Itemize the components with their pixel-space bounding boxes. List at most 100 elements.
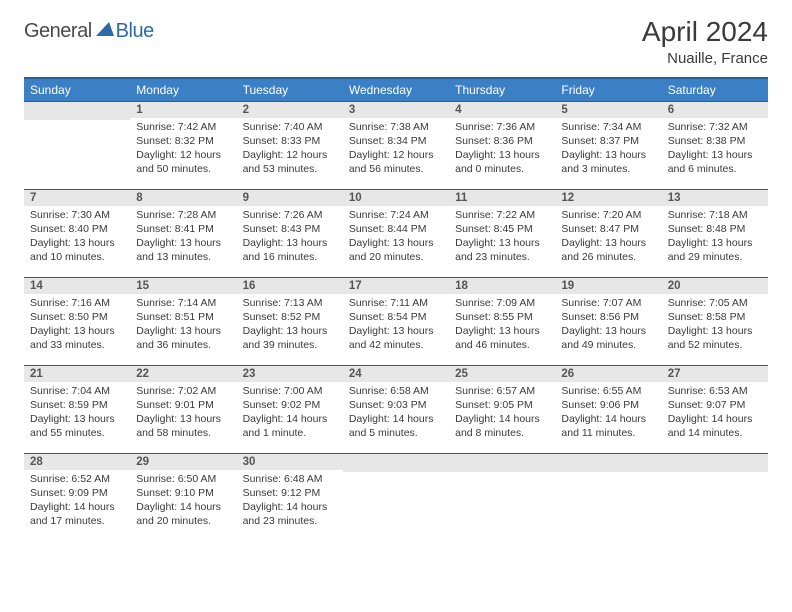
day-number: 11 (449, 190, 555, 206)
day-details: Sunrise: 6:50 AMSunset: 9:10 PMDaylight:… (130, 470, 236, 532)
day-details: Sunrise: 7:00 AMSunset: 9:02 PMDaylight:… (237, 382, 343, 444)
sunrise-text: Sunrise: 6:52 AM (30, 473, 124, 487)
calendar-cell: 1Sunrise: 7:42 AMSunset: 8:32 PMDaylight… (130, 102, 236, 190)
day-details: Sunrise: 7:18 AMSunset: 8:48 PMDaylight:… (662, 206, 768, 268)
sunset-text: Sunset: 8:44 PM (349, 223, 443, 237)
sunset-text: Sunset: 8:52 PM (243, 311, 337, 325)
daylight-text: Daylight: 14 hours and 17 minutes. (30, 501, 124, 529)
calendar-cell: 26Sunrise: 6:55 AMSunset: 9:06 PMDayligh… (555, 366, 661, 454)
sunset-text: Sunset: 8:33 PM (243, 135, 337, 149)
sunset-text: Sunset: 8:41 PM (136, 223, 230, 237)
calendar-cell: 9Sunrise: 7:26 AMSunset: 8:43 PMDaylight… (237, 190, 343, 278)
daylight-text: Daylight: 13 hours and 46 minutes. (455, 325, 549, 353)
day-details: Sunrise: 7:26 AMSunset: 8:43 PMDaylight:… (237, 206, 343, 268)
day-details: Sunrise: 7:16 AMSunset: 8:50 PMDaylight:… (24, 294, 130, 356)
sunset-text: Sunset: 8:36 PM (455, 135, 549, 149)
calendar-cell: 17Sunrise: 7:11 AMSunset: 8:54 PMDayligh… (343, 278, 449, 366)
calendar-cell: 18Sunrise: 7:09 AMSunset: 8:55 PMDayligh… (449, 278, 555, 366)
daylight-text: Daylight: 13 hours and 0 minutes. (455, 149, 549, 177)
sunset-text: Sunset: 9:05 PM (455, 399, 549, 413)
day-number: 3 (343, 102, 449, 118)
calendar-cell: 10Sunrise: 7:24 AMSunset: 8:44 PMDayligh… (343, 190, 449, 278)
sunset-text: Sunset: 8:47 PM (561, 223, 655, 237)
daylight-text: Daylight: 13 hours and 55 minutes. (30, 413, 124, 441)
day-number: 20 (662, 278, 768, 294)
day-number: 23 (237, 366, 343, 382)
calendar-cell: 6Sunrise: 7:32 AMSunset: 8:38 PMDaylight… (662, 102, 768, 190)
daylight-text: Daylight: 14 hours and 8 minutes. (455, 413, 549, 441)
sunrise-text: Sunrise: 7:36 AM (455, 121, 549, 135)
calendar-cell: 23Sunrise: 7:00 AMSunset: 9:02 PMDayligh… (237, 366, 343, 454)
daylight-text: Daylight: 14 hours and 1 minute. (243, 413, 337, 441)
calendar-cell: 25 Sunrise: 6:57 AMSunset: 9:05 PMDayligh… (449, 366, 555, 454)
calendar-row: .1Sunrise: 7:42 AMSunset: 8:32 PMDayligh… (24, 102, 768, 190)
day-number: 27 (662, 366, 768, 382)
sunset-text: Sunset: 9:02 PM (243, 399, 337, 413)
day-details: Sunrise: 7:24 AMSunset: 8:44 PMDaylight:… (343, 206, 449, 268)
day-number: 22 (130, 366, 236, 382)
sunset-text: Sunset: 8:50 PM (30, 311, 124, 325)
weekday-header: Friday (555, 78, 661, 102)
day-number: 25 (449, 366, 555, 382)
sunrise-text: Sunrise: 7:22 AM (455, 209, 549, 223)
day-number: 17 (343, 278, 449, 294)
daylight-text: Daylight: 12 hours and 50 minutes. (136, 149, 230, 177)
day-number: 29 (130, 454, 236, 470)
sunset-text: Sunset: 8:58 PM (668, 311, 762, 325)
calendar-cell: 22Sunrise: 7:02 AMSunset: 9:01 PMDayligh… (130, 366, 236, 454)
sunset-text: Sunset: 9:10 PM (136, 487, 230, 501)
daylight-text: Daylight: 13 hours and 16 minutes. (243, 237, 337, 265)
calendar-cell: 2Sunrise: 7:40 AMSunset: 8:33 PMDaylight… (237, 102, 343, 190)
day-number: 4 (449, 102, 555, 118)
calendar-cell: 24Sunrise: 6:58 AMSunset: 9:03 PMDayligh… (343, 366, 449, 454)
sunset-text: Sunset: 9:07 PM (668, 399, 762, 413)
sunrise-text: Sunrise: 7:07 AM (561, 297, 655, 311)
weekday-header: Wednesday (343, 78, 449, 102)
calendar-cell: . (555, 454, 661, 542)
day-number: 19 (555, 278, 661, 294)
sunset-text: Sunset: 9:09 PM (30, 487, 124, 501)
day-number: . (24, 102, 130, 120)
sunset-text: Sunset: 9:12 PM (243, 487, 337, 501)
sunset-text: Sunset: 9:03 PM (349, 399, 443, 413)
day-details: Sunrise: 6:52 AMSunset: 9:09 PMDaylight:… (24, 470, 130, 532)
sunset-text: Sunset: 9:01 PM (136, 399, 230, 413)
brand-triangle-icon (96, 22, 114, 41)
sunrise-text: Sunrise: 6:57 AM (455, 385, 549, 399)
header: General Blue April 2024 Nuaille, France (0, 0, 792, 73)
daylight-text: Daylight: 13 hours and 6 minutes. (668, 149, 762, 177)
day-details: Sunrise: 7:40 AMSunset: 8:33 PMDaylight:… (237, 118, 343, 180)
calendar-cell: 16Sunrise: 7:13 AMSunset: 8:52 PMDayligh… (237, 278, 343, 366)
calendar-table: Sunday Monday Tuesday Wednesday Thursday… (24, 77, 768, 542)
sunrise-text: Sunrise: 7:05 AM (668, 297, 762, 311)
daylight-text: Daylight: 13 hours and 58 minutes. (136, 413, 230, 441)
day-details: Sunrise: 7:34 AMSunset: 8:37 PMDaylight:… (555, 118, 661, 180)
sunrise-text: Sunrise: 7:32 AM (668, 121, 762, 135)
sunset-text: Sunset: 8:51 PM (136, 311, 230, 325)
sunrise-text: Sunrise: 7:18 AM (668, 209, 762, 223)
brand-logo: General Blue (24, 20, 154, 43)
calendar-cell: 27Sunrise: 6:53 AMSunset: 9:07 PMDayligh… (662, 366, 768, 454)
day-details: Sunrise: 7:14 AMSunset: 8:51 PMDaylight:… (130, 294, 236, 356)
daylight-text: Daylight: 13 hours and 20 minutes. (349, 237, 443, 265)
calendar-cell: 7Sunrise: 7:30 AMSunset: 8:40 PMDaylight… (24, 190, 130, 278)
sunrise-text: Sunrise: 7:04 AM (30, 385, 124, 399)
weekday-header-row: Sunday Monday Tuesday Wednesday Thursday… (24, 78, 768, 102)
calendar-cell: 28Sunrise: 6:52 AMSunset: 9:09 PMDayligh… (24, 454, 130, 542)
sunrise-text: Sunrise: 7:34 AM (561, 121, 655, 135)
sunrise-text: Sunrise: 7:14 AM (136, 297, 230, 311)
brand-word-1: General (24, 20, 92, 43)
calendar-cell: 5Sunrise: 7:34 AMSunset: 8:37 PMDaylight… (555, 102, 661, 190)
day-details: Sunrise: 6:55 AMSunset: 9:06 PMDaylight:… (555, 382, 661, 444)
sunset-text: Sunset: 8:32 PM (136, 135, 230, 149)
daylight-text: Daylight: 14 hours and 20 minutes. (136, 501, 230, 529)
calendar-row: 28Sunrise: 6:52 AMSunset: 9:09 PMDayligh… (24, 454, 768, 542)
weekday-header: Sunday (24, 78, 130, 102)
daylight-text: Daylight: 14 hours and 23 minutes. (243, 501, 337, 529)
day-details: Sunrise: 6:53 AMSunset: 9:07 PMDaylight:… (662, 382, 768, 444)
sunrise-text: Sunrise: 7:26 AM (243, 209, 337, 223)
sunset-text: Sunset: 8:59 PM (30, 399, 124, 413)
day-details: Sunrise: 7:42 AMSunset: 8:32 PMDaylight:… (130, 118, 236, 180)
day-number: 21 (24, 366, 130, 382)
daylight-text: Daylight: 13 hours and 10 minutes. (30, 237, 124, 265)
